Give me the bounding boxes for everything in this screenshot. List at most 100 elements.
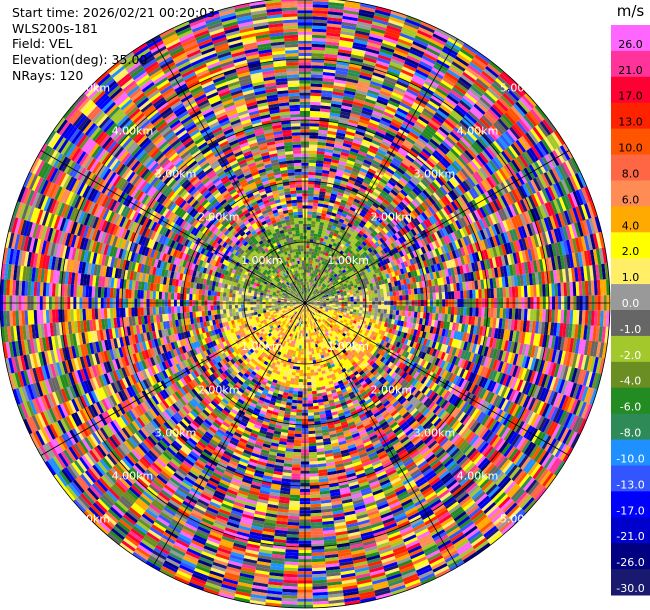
gate-cell <box>363 159 372 166</box>
gate-cell <box>343 220 349 226</box>
gate-cell <box>314 277 317 281</box>
gate-cell <box>350 170 359 177</box>
gate-cell <box>403 93 416 102</box>
gate-cell <box>336 169 344 175</box>
gate-cell <box>340 111 351 117</box>
gate-cell <box>401 66 416 75</box>
gate-cell <box>361 110 373 117</box>
gate-cell <box>353 98 365 105</box>
gate-cell <box>307 284 309 288</box>
gate-cell <box>394 113 406 121</box>
gate-cell <box>350 148 359 154</box>
gate-cell <box>326 32 341 37</box>
gate-cell <box>306 275 309 279</box>
gate-cell <box>312 273 316 278</box>
gate-cell <box>330 165 338 170</box>
gate-cell <box>309 288 312 292</box>
gate-cell <box>331 209 338 214</box>
gate-cell <box>311 286 314 290</box>
gate-cell <box>321 173 329 177</box>
gate-cell <box>321 213 327 217</box>
gate-cell <box>343 9 359 16</box>
gate-cell <box>305 272 308 276</box>
gate-cell <box>347 198 354 204</box>
gate-cell <box>343 93 355 99</box>
gate-cell <box>317 135 327 140</box>
gate-cell <box>312 1 329 5</box>
gate-cell <box>314 267 318 272</box>
gate-cell <box>316 151 325 155</box>
gate-cell <box>339 202 346 208</box>
gate-cell <box>398 104 410 113</box>
gate-cell <box>345 201 353 207</box>
gate-cell <box>368 168 377 175</box>
gate-cell <box>312 261 315 265</box>
gate-cell <box>390 94 403 102</box>
gate-cell <box>323 198 330 203</box>
gate-cell <box>312 22 327 27</box>
gate-cell <box>307 294 309 298</box>
gate-cell <box>364 50 379 58</box>
gate-cell <box>363 136 373 143</box>
gate-cell <box>376 128 387 136</box>
gate-cell <box>357 18 373 25</box>
gate-cell <box>343 190 351 196</box>
gate-cell <box>320 257 324 261</box>
gate-cell <box>329 115 340 121</box>
gate-cell <box>322 251 326 256</box>
gate-cell <box>324 148 334 154</box>
gate-cell <box>342 145 351 151</box>
gate-cell <box>309 245 313 249</box>
gate-cell <box>307 202 313 206</box>
gate-cell <box>339 36 354 43</box>
gate-cell <box>317 259 321 263</box>
gate-cell <box>391 118 403 127</box>
gate-cell <box>345 84 357 90</box>
gate-cell <box>312 283 315 287</box>
gate-cell <box>332 242 337 247</box>
gate-cell <box>327 20 342 25</box>
gate-cell <box>349 60 363 66</box>
gate-cell <box>310 77 323 81</box>
gate-cell <box>319 222 325 226</box>
gate-cell <box>324 252 329 257</box>
gate-cell <box>305 297 307 300</box>
gate-cell <box>402 24 419 33</box>
gate-cell <box>391 55 406 64</box>
gate-cell <box>324 245 329 250</box>
gate-cell <box>320 237 325 242</box>
gate-cell <box>322 264 326 269</box>
gate-cell <box>352 104 363 110</box>
gate-cell <box>309 120 320 124</box>
gate-cell <box>310 285 312 289</box>
gate-cell <box>375 6 392 14</box>
gate-cell <box>415 69 429 78</box>
gate-cell <box>402 96 415 105</box>
gate-cell <box>362 162 371 169</box>
gate-cell <box>310 98 321 103</box>
gate-cell <box>315 224 320 228</box>
gate-cell <box>340 108 352 114</box>
gate-cell <box>343 6 360 13</box>
gate-cell <box>338 46 353 52</box>
gate-cell <box>305 284 307 288</box>
gate-cell <box>321 231 326 236</box>
gate-cell <box>317 141 327 146</box>
gate-cell <box>320 219 325 223</box>
gate-cell <box>368 121 379 129</box>
gate-cell <box>328 124 338 130</box>
gate-cell <box>378 146 388 153</box>
gate-cell <box>329 168 337 173</box>
gate-cell <box>308 291 311 295</box>
gate-cell <box>330 215 336 220</box>
gate-cell <box>324 195 331 200</box>
gate-cell <box>307 217 312 221</box>
gate-cell <box>407 85 420 94</box>
gate-cell <box>324 47 339 52</box>
gate-cell <box>336 224 342 229</box>
gate-cell <box>309 288 311 292</box>
gate-cell <box>361 181 369 188</box>
gate-cell <box>325 38 340 43</box>
gate-cell <box>330 162 339 167</box>
gate-cell <box>397 77 410 86</box>
